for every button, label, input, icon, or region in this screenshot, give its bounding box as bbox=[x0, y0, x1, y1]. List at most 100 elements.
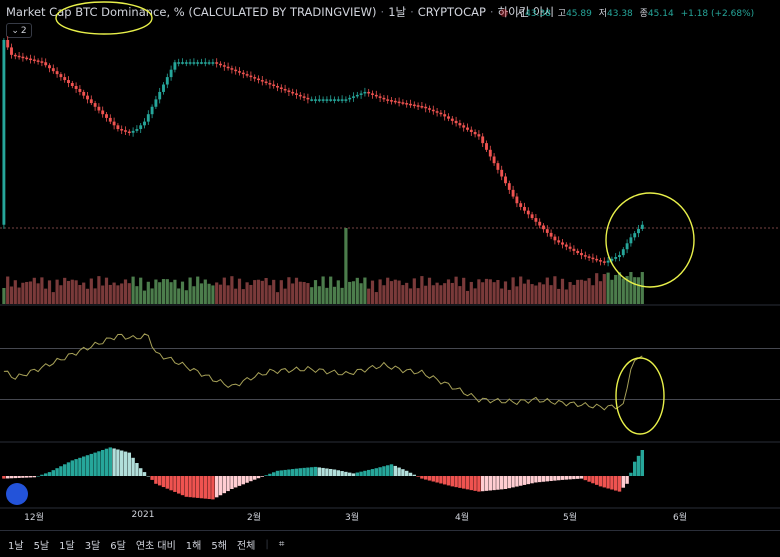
volume-bar bbox=[203, 279, 207, 304]
histogram-bar bbox=[488, 476, 493, 491]
range-button[interactable]: 1해 bbox=[185, 540, 202, 552]
histogram-bar bbox=[32, 476, 37, 478]
range-button[interactable]: 1날 bbox=[8, 540, 24, 552]
candle bbox=[173, 62, 177, 70]
candle bbox=[576, 250, 580, 254]
candle bbox=[200, 62, 203, 64]
candle bbox=[359, 93, 363, 95]
volume-bar bbox=[359, 283, 363, 304]
histogram-bar bbox=[583, 476, 588, 481]
volume-bar bbox=[85, 288, 90, 304]
volume-bar bbox=[469, 281, 473, 304]
range-button[interactable]: 6달 bbox=[110, 540, 126, 552]
volume-bar bbox=[431, 285, 435, 304]
symbol-title[interactable]: Market Cap BTC Dominance, % (CALCULATED … bbox=[6, 5, 555, 19]
candle bbox=[25, 57, 29, 60]
candle bbox=[629, 237, 633, 244]
histogram-bar bbox=[450, 476, 455, 487]
candle bbox=[321, 99, 325, 101]
candle bbox=[291, 91, 295, 94]
histogram-bar bbox=[21, 476, 25, 478]
histogram-bar bbox=[591, 476, 595, 484]
histogram-bar bbox=[2, 476, 6, 479]
candle bbox=[310, 99, 314, 101]
candle bbox=[196, 62, 200, 64]
candle bbox=[477, 134, 481, 137]
candle bbox=[127, 131, 131, 134]
range-button[interactable]: 연초 대비 bbox=[135, 540, 176, 552]
histogram-bar bbox=[412, 474, 417, 476]
volume-bar bbox=[439, 285, 443, 304]
range-button[interactable]: 5해 bbox=[211, 540, 227, 552]
candle bbox=[523, 206, 526, 211]
histogram-bar bbox=[499, 476, 504, 490]
candle bbox=[454, 120, 458, 124]
histogram-bar bbox=[55, 468, 59, 476]
volume-bar bbox=[177, 288, 181, 304]
candle bbox=[595, 258, 599, 261]
histogram-bar bbox=[522, 476, 527, 485]
histogram-bar bbox=[473, 476, 477, 491]
volume-bar bbox=[146, 281, 150, 304]
range-button[interactable]: 3달 bbox=[84, 540, 101, 552]
volume-bar bbox=[598, 281, 603, 304]
volume-bar bbox=[101, 285, 105, 304]
histogram-bar bbox=[328, 468, 333, 476]
histogram-bar bbox=[431, 476, 436, 482]
open-value: 43.38 bbox=[525, 9, 551, 19]
histogram-bar bbox=[28, 476, 33, 478]
candle bbox=[352, 96, 355, 98]
histogram-bar bbox=[416, 476, 420, 477]
histogram-bar bbox=[404, 470, 409, 476]
histogram-bar bbox=[173, 476, 177, 492]
histogram-bar bbox=[568, 476, 572, 480]
collapse-indicators-button[interactable]: ⌄ 2 bbox=[6, 23, 32, 38]
chart-canvas[interactable] bbox=[0, 0, 780, 530]
range-button[interactable]: 1달 bbox=[59, 540, 75, 552]
volume-bar bbox=[595, 273, 599, 304]
candle bbox=[549, 232, 553, 237]
candle bbox=[405, 103, 409, 105]
volume-bar bbox=[272, 279, 276, 304]
volume-bar bbox=[473, 288, 477, 304]
histogram-bar bbox=[427, 476, 432, 481]
candle bbox=[447, 116, 450, 119]
histogram-bar bbox=[621, 476, 626, 488]
volume-bar bbox=[545, 277, 549, 304]
histogram-bar bbox=[553, 476, 557, 481]
range-button[interactable]: 전체 bbox=[236, 540, 256, 552]
candle bbox=[21, 56, 25, 59]
close-label: 종 bbox=[639, 9, 648, 19]
candle bbox=[602, 261, 606, 263]
volume-bar bbox=[348, 281, 352, 304]
candle bbox=[276, 86, 279, 88]
volume-bar bbox=[443, 283, 447, 304]
candle bbox=[298, 94, 302, 97]
interval-label: 1날 bbox=[388, 5, 407, 19]
histogram-bar bbox=[492, 476, 496, 491]
volume-bar bbox=[557, 288, 561, 304]
candle bbox=[526, 210, 530, 215]
candle bbox=[371, 93, 374, 95]
volume-bar bbox=[386, 277, 390, 304]
histogram-bar bbox=[423, 476, 428, 480]
candle bbox=[116, 125, 120, 130]
histogram-bar bbox=[606, 476, 610, 489]
histogram-bar bbox=[116, 449, 120, 476]
volume-bar bbox=[40, 277, 44, 304]
volume-bar bbox=[332, 286, 337, 304]
ohlc-legend: 시43.38 고45.89 저43.38 종45.14 +1.18 (+2.68… bbox=[500, 6, 758, 19]
range-button[interactable]: 5날 bbox=[33, 540, 50, 552]
candle bbox=[443, 114, 447, 117]
volume-bar bbox=[150, 288, 154, 304]
volume-bar bbox=[397, 280, 401, 304]
histogram-bar bbox=[43, 473, 48, 476]
candle bbox=[203, 62, 207, 64]
volume-bar bbox=[367, 288, 371, 304]
status-dot-icon bbox=[500, 9, 508, 17]
volume-bar bbox=[180, 281, 185, 304]
histogram-bar bbox=[632, 461, 637, 476]
date-range-icon[interactable]: ⌗ bbox=[278, 538, 285, 550]
candle bbox=[44, 62, 48, 66]
histogram-bar bbox=[176, 476, 181, 494]
